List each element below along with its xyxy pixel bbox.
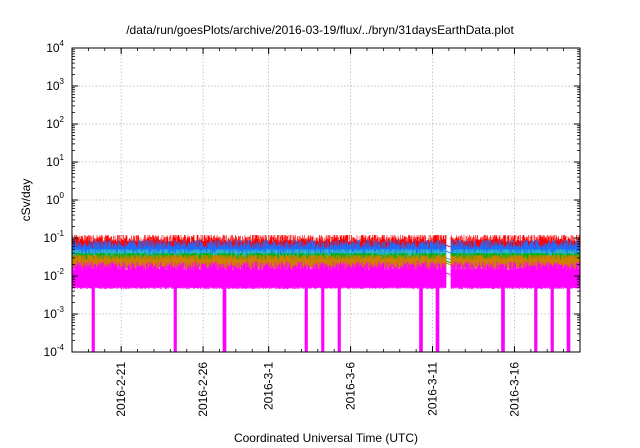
series-gap-line bbox=[445, 272, 451, 276]
x-tick-label: 2016-3-1 bbox=[262, 362, 276, 410]
y-axis-label: cSv/day bbox=[19, 179, 33, 222]
x-axis-ticks: 2016-2-21 2016-2-26 2016-3-1 2016-3-6 2016-3… bbox=[87, 48, 565, 417]
y-tick-label: 101 bbox=[46, 153, 64, 169]
y-tick-label: 104 bbox=[46, 39, 64, 55]
series-gap-line bbox=[445, 260, 451, 264]
x-tick-label: 2016-2-26 bbox=[196, 362, 210, 417]
y-tick-label: 10-1 bbox=[44, 229, 65, 245]
y-axis-ticks: 10-4 10-3 10-2 10-1 100 101 102 103 104 bbox=[44, 39, 580, 359]
series-gap-line bbox=[445, 262, 451, 266]
x-tick-label: 2016-2-21 bbox=[114, 362, 128, 417]
series-gap-line bbox=[445, 244, 451, 248]
y-tick-label: 10-4 bbox=[44, 343, 65, 359]
series-band bbox=[72, 260, 580, 352]
y-tick-label: 10-3 bbox=[44, 305, 65, 321]
x-tick-label: 2016-3-6 bbox=[344, 362, 358, 410]
series-gap-line bbox=[445, 250, 451, 254]
chart-title: /data/run/goesPlots/archive/2016-03-19/f… bbox=[126, 23, 514, 37]
x-tick-label: 2016-3-11 bbox=[426, 362, 440, 416]
x-tick-label: 2016-3-16 bbox=[507, 362, 521, 417]
x-axis-label: Coordinated Universal Time (UTC) bbox=[234, 431, 418, 445]
y-tick-label: 103 bbox=[46, 77, 64, 93]
series-gap-line bbox=[445, 257, 451, 261]
y-tick-label: 102 bbox=[46, 115, 64, 131]
series-layer bbox=[72, 235, 580, 352]
y-tick-label: 100 bbox=[46, 191, 64, 207]
y-tick-label: 10-2 bbox=[44, 267, 65, 283]
